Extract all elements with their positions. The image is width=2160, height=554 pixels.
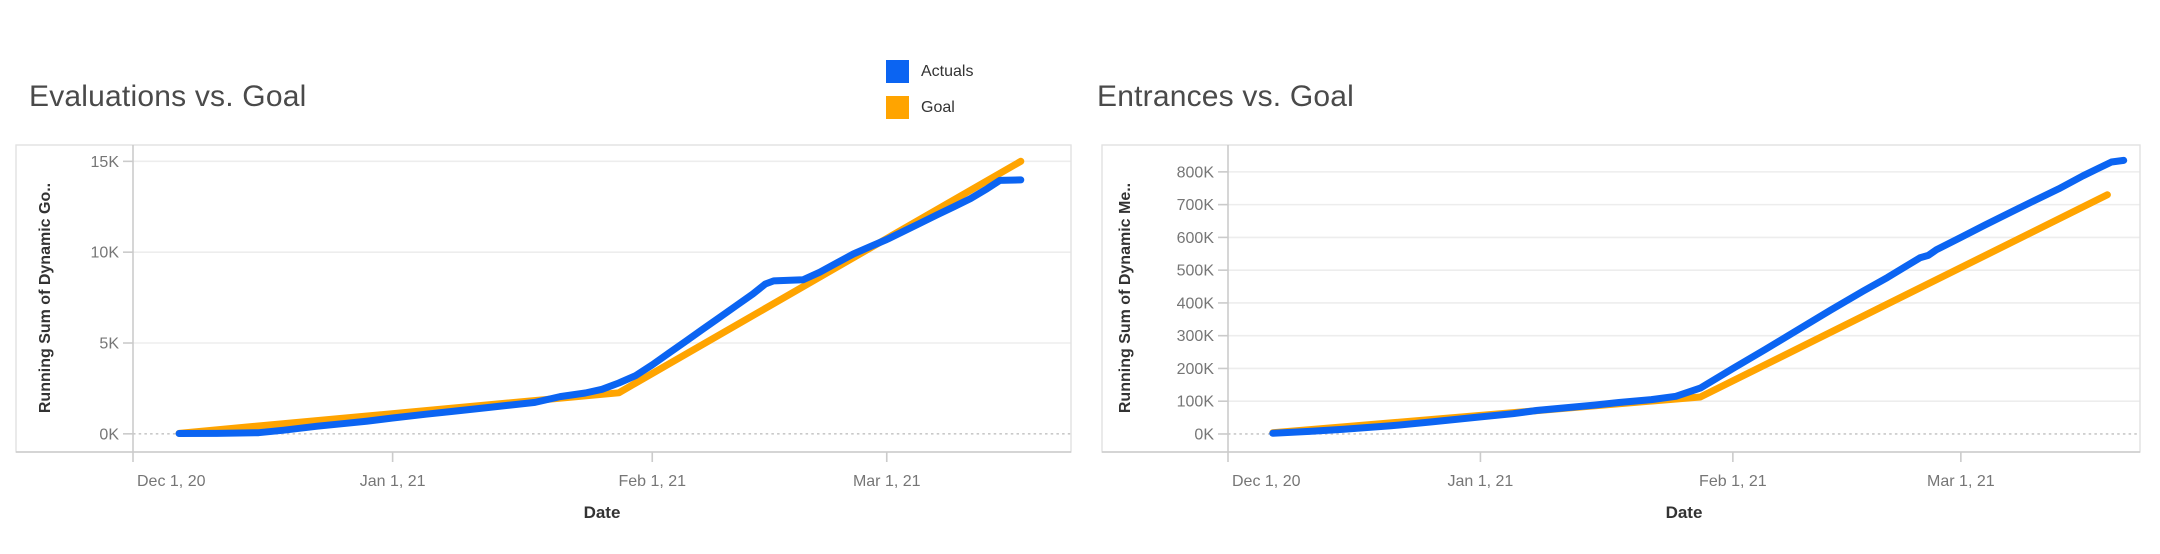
svg-text:Feb 1, 21: Feb 1, 21 (1699, 473, 1767, 490)
evaluations-x-axis-title: Date (583, 503, 621, 522)
svg-text:0K: 0K (99, 426, 119, 443)
svg-text:200K: 200K (1177, 361, 1215, 378)
svg-text:Mar 1, 21: Mar 1, 21 (853, 473, 921, 490)
svg-text:Dec 1, 20: Dec 1, 20 (137, 473, 206, 490)
svg-text:5K: 5K (99, 336, 119, 353)
legend-item-actuals[interactable]: Actuals (886, 60, 973, 83)
svg-text:Jan 1, 21: Jan 1, 21 (360, 473, 426, 490)
legend-label-goal: Goal (921, 98, 955, 116)
legend: Actuals Goal (886, 60, 973, 132)
entrances-chart-plot[interactable]: 0K 100K 200K 300K 400K 500K 600K 700K 800K Dec 1,… (1080, 0, 2160, 554)
goal-color-swatch[interactable] (886, 96, 909, 119)
svg-text:800K: 800K (1177, 164, 1215, 181)
svg-text:400K: 400K (1177, 295, 1215, 312)
svg-text:Dec 1, 20: Dec 1, 20 (1232, 473, 1301, 490)
evaluations-y-axis-title: Running Sum of Dynamic Go.. (37, 182, 54, 414)
svg-text:500K: 500K (1177, 263, 1215, 280)
svg-text:Jan 1, 21: Jan 1, 21 (1448, 473, 1514, 490)
legend-item-goal[interactable]: Goal (886, 96, 973, 119)
entrances-chart-title: Entrances vs. Goal (1097, 80, 1355, 113)
actuals-color-swatch[interactable] (886, 60, 909, 83)
svg-text:0K: 0K (1194, 426, 1214, 443)
svg-text:700K: 700K (1177, 197, 1215, 214)
svg-text:600K: 600K (1177, 230, 1215, 247)
legend-label-actuals: Actuals (921, 62, 974, 80)
evaluations-chart-plot[interactable]: 0K 5K 10K 15K Dec 1, 20 Jan 1, 21 Feb 1, 21 Mar… (0, 0, 1080, 554)
svg-text:Mar 1, 21: Mar 1, 21 (1927, 473, 1995, 490)
entrances-x-axis-title: Date (1665, 503, 1703, 522)
svg-text:100K: 100K (1177, 394, 1215, 411)
evaluations-chart-title: Evaluations vs. Goal (29, 80, 307, 113)
svg-text:10K: 10K (91, 245, 120, 262)
entrances-y-axis-title: Running Sum of Dynamic Me.. (1117, 182, 1134, 414)
svg-text:Feb 1, 21: Feb 1, 21 (618, 473, 686, 490)
svg-text:300K: 300K (1177, 328, 1215, 345)
svg-text:15K: 15K (91, 154, 120, 171)
